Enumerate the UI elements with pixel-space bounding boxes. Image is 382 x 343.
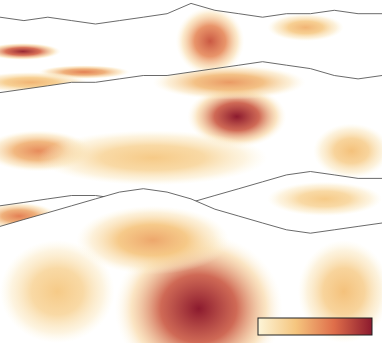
heat-spot — [0, 240, 115, 343]
colorbar — [258, 318, 372, 335]
terrain-layer — [0, 189, 382, 343]
heat-spot — [0, 43, 61, 60]
heat-spot — [38, 130, 267, 185]
ridge-line — [0, 62, 382, 93]
heat-spot — [313, 123, 382, 178]
heat-spot — [176, 7, 245, 76]
heat-group — [0, 206, 382, 343]
heat-spot — [267, 14, 343, 41]
terrain-map — [0, 0, 382, 343]
heat-spot — [153, 65, 306, 99]
heat-group — [0, 65, 382, 185]
heat-spot — [267, 182, 382, 216]
ridge-line — [0, 3, 382, 24]
plot — [0, 3, 382, 343]
ridge-line — [0, 189, 382, 234]
